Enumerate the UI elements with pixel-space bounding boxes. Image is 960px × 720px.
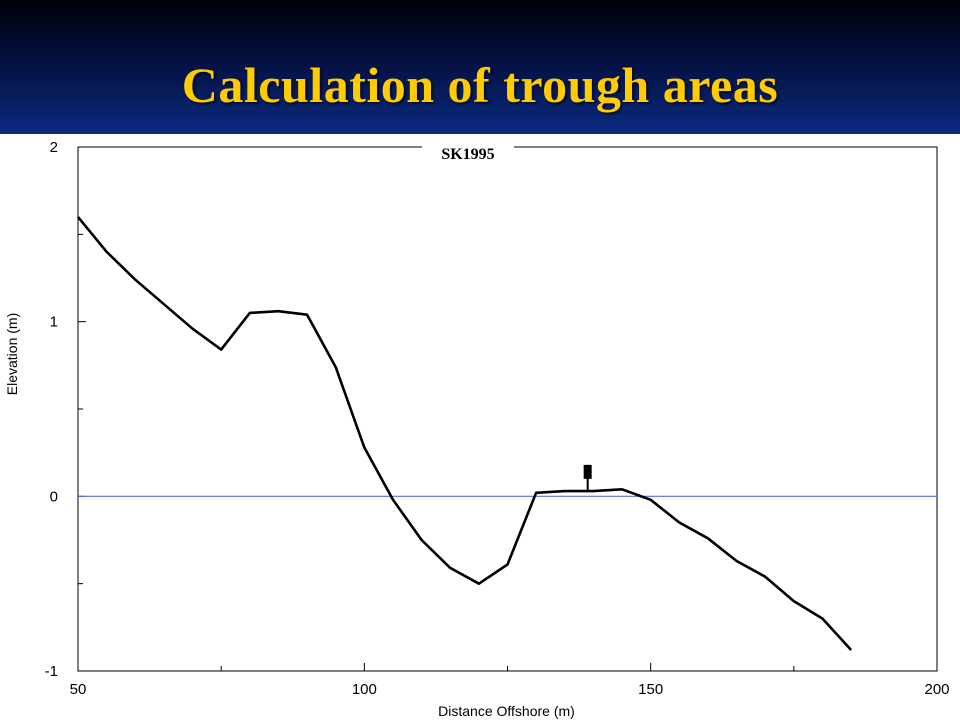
survey-marker <box>583 464 592 492</box>
marker-flag <box>583 464 592 479</box>
x-tick-label: 150 <box>638 681 663 698</box>
slide-title: Calculation of trough areas <box>181 57 779 113</box>
plot-title-background <box>422 144 514 152</box>
x-tick-label: 100 <box>352 681 377 698</box>
profile-chart: -1 0 1 2 50 100 150 200 SK1995 Distance Offshor… <box>4 139 950 719</box>
plot-title: SK1995 <box>441 146 494 163</box>
x-axis-label: Distance Offshore (m) <box>438 703 575 719</box>
y-tick-label: 2 <box>50 139 58 156</box>
y-tick-label: -1 <box>45 663 58 680</box>
slide-header: Calculation of trough areas <box>0 0 960 134</box>
y-axis-label: Elevation (m) <box>4 313 20 395</box>
x-tick-label: 50 <box>70 681 87 698</box>
plot-frame <box>77 146 938 672</box>
y-tick-label: 1 <box>50 314 58 331</box>
x-tick-label: 200 <box>924 681 949 698</box>
y-tick-label: 0 <box>50 488 58 505</box>
profile-line <box>76 216 853 651</box>
axes: -1 0 1 2 50 100 150 200 <box>45 139 950 698</box>
